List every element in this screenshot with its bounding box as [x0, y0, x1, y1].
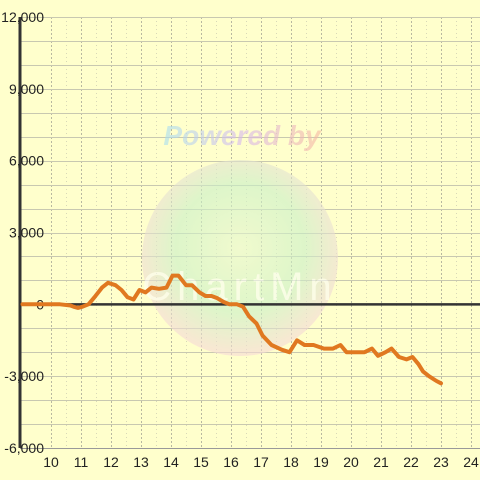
x-tick-label: 15 — [193, 454, 209, 470]
x-tick-label: 18 — [283, 454, 299, 470]
x-tick-label: 23 — [433, 454, 449, 470]
x-tick-label: 12 — [103, 454, 119, 470]
y-tick-label: 12,000 — [1, 9, 44, 25]
x-tick-label: 19 — [313, 454, 329, 470]
y-tick-label: 6,000 — [9, 153, 44, 169]
x-tick-label: 17 — [253, 454, 269, 470]
watermark-line1: Powered by — [163, 120, 322, 151]
x-tick-label: 11 — [74, 454, 89, 470]
x-tick-label: 14 — [163, 454, 179, 470]
watermark-line2: ChartMn — [142, 265, 337, 309]
y-tick-label: 9,000 — [9, 81, 44, 97]
series-line — [20, 273, 443, 386]
x-tick-label: 13 — [133, 454, 149, 470]
y-tick-label: -6,000 — [4, 440, 44, 456]
watermark-circle — [142, 160, 338, 356]
x-tick-label: 10 — [43, 454, 59, 470]
watermark: Powered by ChartMn — [142, 120, 338, 356]
x-tick-label: 22 — [403, 454, 419, 470]
axes — [18, 17, 480, 449]
y-tick-label: 3,000 — [9, 225, 44, 241]
x-tick-label: 21 — [373, 454, 389, 470]
x-tick-label: 24 — [463, 454, 479, 470]
y-tick-label: -3,000 — [4, 368, 44, 384]
x-tick-label: 20 — [343, 454, 359, 470]
x-tick-label: 16 — [223, 454, 239, 470]
series-layer — [20, 273, 443, 386]
